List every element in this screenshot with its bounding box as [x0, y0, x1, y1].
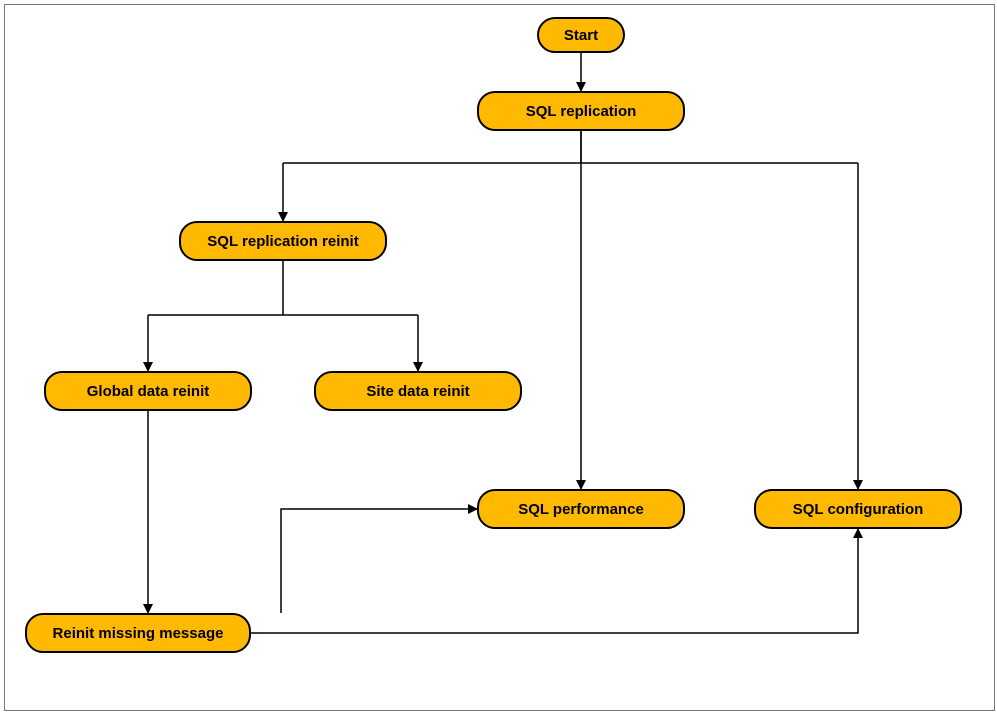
edges-layer	[5, 5, 994, 710]
flowchart-canvas: StartSQL replicationSQL replication rein…	[4, 4, 995, 711]
edge-e_miss_conf	[251, 529, 858, 633]
edge-e_miss_perf	[281, 509, 477, 613]
